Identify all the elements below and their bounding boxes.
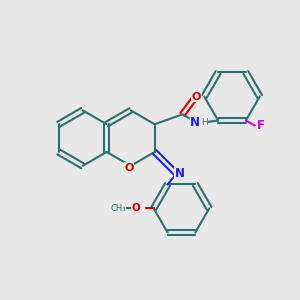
Text: N: N xyxy=(190,116,200,129)
Text: O: O xyxy=(192,92,201,101)
Text: O: O xyxy=(131,203,140,214)
Text: H: H xyxy=(201,118,208,127)
Text: CH₃: CH₃ xyxy=(110,204,126,213)
Text: O: O xyxy=(124,163,134,173)
Text: F: F xyxy=(257,119,265,132)
Text: N: N xyxy=(175,167,184,180)
